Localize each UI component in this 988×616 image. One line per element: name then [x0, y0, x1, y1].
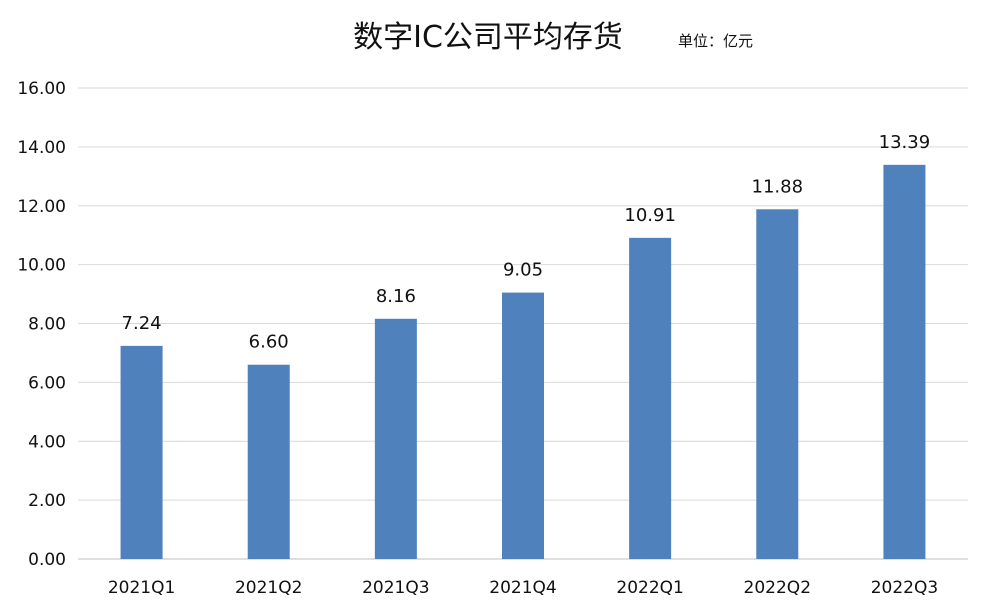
x-tick-label: 2022Q1 — [616, 578, 683, 598]
data-label: 9.05 — [503, 260, 543, 281]
data-label: 10.91 — [624, 205, 676, 226]
data-label: 13.39 — [879, 132, 931, 153]
data-label: 7.24 — [122, 313, 162, 334]
bar — [629, 237, 672, 560]
bar — [120, 345, 163, 559]
bar — [756, 209, 799, 559]
x-tick-label: 2021Q3 — [362, 578, 429, 598]
y-tick-label: 4.00 — [28, 432, 66, 452]
unit-note: 单位：亿元 — [678, 32, 753, 50]
data-label: 8.16 — [376, 286, 416, 307]
data-label: 11.88 — [752, 176, 804, 197]
x-axis-category-labels: 2021Q1 2021Q2 2021Q3 2021Q4 2022Q1 2022Q2 2022… — [108, 578, 938, 598]
y-axis-tick-labels: 0.00 2.00 4.00 6.00 8.00 10.00 12.00 14.00 16.00 — [17, 79, 66, 570]
y-tick-label: 0.00 — [28, 550, 66, 570]
x-tick-label: 2021Q1 — [108, 578, 175, 598]
chart-title: 数字IC公司平均存货 — [353, 20, 623, 55]
y-tick-label: 14.00 — [17, 138, 66, 158]
x-tick-label: 2022Q2 — [744, 578, 811, 598]
x-tick-label: 2021Q2 — [235, 578, 302, 598]
y-tick-label: 8.00 — [28, 315, 66, 335]
bar — [502, 292, 544, 559]
y-tick-label: 12.00 — [17, 197, 66, 217]
x-tick-label: 2021Q4 — [489, 578, 556, 598]
bar — [247, 364, 290, 559]
bar — [374, 318, 417, 559]
y-tick-label: 16.00 — [17, 79, 66, 99]
bars — [120, 164, 926, 560]
bar — [883, 164, 926, 559]
data-label: 6.60 — [249, 332, 289, 353]
y-tick-label: 10.00 — [17, 256, 66, 276]
x-tick-label: 2022Q3 — [871, 578, 938, 598]
data-labels: 7.24 6.60 8.16 9.05 10.91 11.88 13.39 — [122, 132, 931, 353]
y-tick-label: 2.00 — [28, 491, 66, 511]
y-tick-label: 6.00 — [28, 373, 66, 393]
